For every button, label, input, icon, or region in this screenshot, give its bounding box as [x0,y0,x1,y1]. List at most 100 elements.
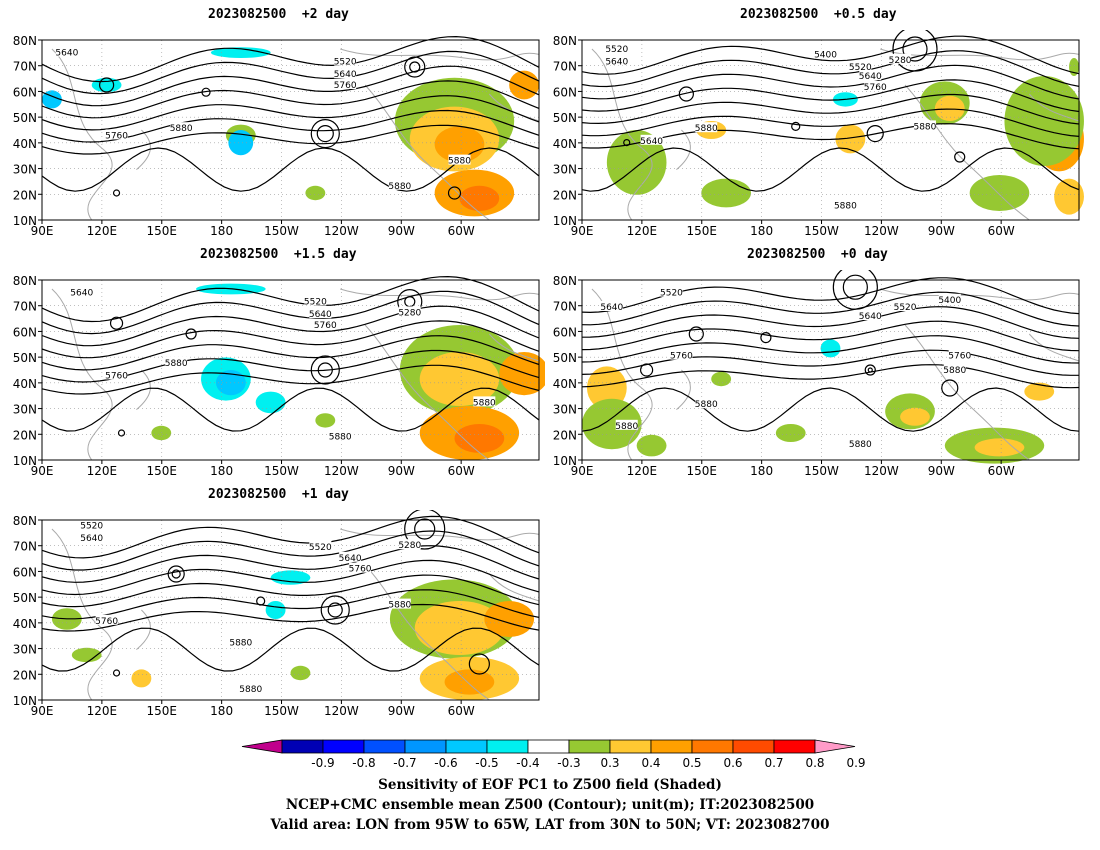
contour-label-bg [314,319,337,329]
contour-line [581,320,1080,352]
contour-label: 5880 [943,366,966,376]
closed-contour [842,274,868,300]
contour-line [41,80,540,119]
closed-contour [760,331,772,344]
lat-tick-label: 30N [553,403,577,417]
contour-label-bg [473,396,496,407]
contour-label-bg [388,179,411,190]
shade-blob [270,570,311,585]
lat-tick-label: 30N [553,163,577,177]
contour-line [41,515,540,559]
shade-blob [974,438,1025,457]
closed-contour [112,189,121,197]
sensitivity-shading [582,339,1055,464]
contour-label-bg [105,369,128,380]
lat-tick-label: 40N [13,377,37,391]
lat-tick-label: 60N [553,85,577,99]
contour-label-bg [398,306,421,317]
lat-tick-label: 30N [13,403,37,417]
lat-tick-label: 80N [553,34,577,48]
contour-label-bg [339,551,362,562]
lon-tick-label: 150W [264,224,299,238]
closed-contour [201,87,211,97]
colorbar-label: 0.3 [600,756,619,770]
colorbar-box [445,739,488,754]
lat-tick-label: 10N [553,214,577,228]
contour-labels: 5520 5640 5400 5520 5640 5760 5760 5880 5880 5880… [600,286,971,450]
contour-label: 5520 [849,63,872,73]
contour-label: 5760 [105,131,128,141]
colorbar-label: -0.8 [352,756,375,770]
closed-contour [320,595,350,625]
closed-contour [447,186,462,200]
contour-label: 5880 [229,638,252,648]
colorbar-label: 0.9 [846,756,865,770]
caption-line1: Sensitivity of EOF PC1 to Z500 field (Sh… [378,777,722,793]
contour-label: 5760 [105,371,128,381]
grid-lines [42,520,539,700]
colorbar-label: -0.7 [393,756,416,770]
contour-line [41,530,540,571]
lat-tick-label: 10N [13,694,37,708]
contour-label: 5760 [670,352,693,362]
closed-contour [256,596,266,606]
contour-label-bg [334,79,357,89]
contour-label: 5520 [334,58,357,68]
contour-label-bg [605,43,628,53]
contour-label: 5520 [309,543,332,553]
shade-blob [444,669,495,695]
shade-blob [1054,178,1084,215]
contour-label-bg [334,55,357,66]
contour-label-bg [615,419,638,430]
contour-line [41,290,540,335]
contour-line [41,65,540,107]
contour-label-bg [834,199,857,210]
contour-label: 5880 [913,122,936,132]
lon-tick-label: 60W [988,224,1015,238]
shade-blob [265,601,286,619]
lon-tick-label: 90W [388,704,415,718]
contour-label: 5280 [398,541,421,551]
contour-label-bg [398,539,421,550]
contour-label-bg [660,286,683,297]
shade-blob [228,130,254,156]
lat-tick-label: 20N [553,428,577,442]
contour-label-bg [695,122,718,133]
contour-label: 5640 [640,137,663,147]
contour-label: 5520 [660,289,683,299]
panel-title-plus2: 2023082500 +2 day [208,7,349,22]
lon-tick-label: 150W [804,224,839,238]
contour-line [41,364,540,395]
shade-blob [454,424,505,453]
colorbar-label: -0.4 [516,756,539,770]
lon-tick-label: 90W [388,464,415,478]
closed-contour [864,364,876,376]
map-panel-plus2: 5640552056405760576058805880588080N70N60… [13,34,540,238]
shade-blob [305,185,326,201]
colorbar-label: -0.5 [475,756,498,770]
contour-line [581,349,1079,376]
shade-blob [969,175,1030,211]
contour-label: 5280 [889,56,912,66]
shade-blob [210,47,271,58]
lat-tick-label: 50N [13,111,37,125]
contour-line [41,603,540,632]
closed-contour [902,36,928,62]
contour-label-bg [349,562,372,573]
lat-tick-label: 70N [553,60,577,74]
colorbar-box [650,739,693,754]
contour-line [581,108,1080,137]
contour-label: 5760 [314,321,337,331]
colorbar-box [732,739,775,754]
contour-label-bg [309,541,332,551]
contour-label-bg [329,430,352,441]
lon-tick-label: 180 [210,464,233,478]
closed-contour [404,56,426,78]
lon-tick-label: 120E [627,224,658,238]
shade-blob [711,371,732,387]
contour-line [41,305,540,347]
contour-line [581,79,1080,113]
lon-tick-label: 180 [750,224,773,238]
